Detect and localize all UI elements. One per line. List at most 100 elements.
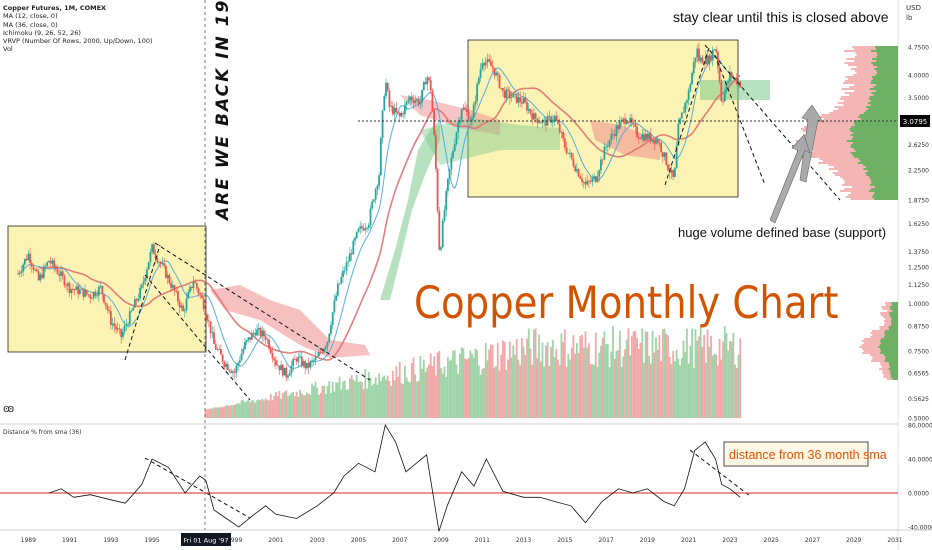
volume-bar: [226, 405, 229, 418]
price-tick: 3.5000: [908, 95, 929, 102]
profile-row-up: [878, 346, 898, 348]
candle-body: [670, 169, 673, 173]
cloud-green-2: [700, 80, 770, 100]
trendline-6: [124, 244, 161, 361]
candle-body: [443, 210, 446, 221]
cloud-green-1: [380, 120, 440, 300]
profile-row-up: [858, 158, 898, 160]
profile-row-up: [869, 176, 898, 178]
candle-body: [103, 294, 105, 303]
candle-body: [97, 286, 100, 296]
volume-bar: [517, 359, 520, 418]
volume-bar: [249, 402, 252, 418]
candle-body: [381, 110, 384, 139]
profile-row-up: [868, 108, 898, 110]
volume-bar: [429, 353, 432, 418]
candle-body: [409, 96, 411, 101]
candle-body: [711, 49, 714, 61]
volume-bar: [618, 330, 621, 418]
osc-trendline-1: [144, 457, 251, 519]
price-tick: 1.1250: [908, 282, 929, 289]
time-tick: 2011: [475, 537, 490, 544]
candle-body: [615, 125, 618, 136]
candle-body: [433, 111, 436, 135]
candle-body: [379, 138, 382, 176]
candle-body: [302, 361, 305, 366]
profile-row-up: [858, 116, 898, 118]
volume-bar: [471, 353, 473, 418]
volume-bar: [288, 394, 291, 418]
profile-row-up: [873, 86, 898, 88]
candle-body: [54, 267, 57, 270]
volume-bar: [532, 329, 535, 418]
candle-body: [108, 309, 111, 312]
candle-body: [603, 146, 606, 160]
volume-bar: [309, 394, 312, 418]
candle-body: [127, 324, 129, 326]
candle-body: [154, 254, 157, 259]
profile-row-up: [873, 64, 898, 66]
profile-row-up: [850, 152, 898, 154]
volume-bar: [498, 370, 501, 418]
candle-body: [32, 266, 35, 271]
sma-note-text: distance from 36 month sma: [729, 448, 887, 462]
candle-body: [177, 291, 179, 302]
profile-row-up: [873, 94, 898, 96]
volume-bar: [390, 385, 393, 418]
profile-row-up: [889, 306, 898, 308]
candle-body: [152, 244, 155, 255]
volume-bar: [606, 344, 609, 418]
volume-bar: [658, 335, 661, 418]
volume-bar: [350, 375, 353, 418]
volume-bar: [722, 341, 724, 418]
candle-body: [686, 100, 688, 103]
volume-bar: [551, 339, 554, 418]
volume-bar: [254, 402, 257, 418]
volume-bar: [256, 400, 258, 418]
price-tick: 2.6250: [908, 142, 929, 149]
volume-bar: [280, 398, 282, 418]
candle-body: [680, 112, 683, 119]
candle-body: [58, 274, 61, 276]
candle-body: [106, 305, 109, 310]
candle-body: [128, 311, 131, 325]
candle-body: [632, 122, 635, 125]
candle-body: [333, 300, 336, 313]
profile-row-up: [854, 120, 898, 122]
legend-item: Vol: [3, 45, 13, 54]
candle-body: [268, 339, 270, 349]
profile-row-up: [876, 84, 898, 86]
profile-row-up: [877, 72, 898, 74]
volume-bar: [593, 364, 595, 418]
candle-body: [395, 107, 398, 113]
volume-bar: [570, 347, 573, 418]
candle-body: [116, 328, 119, 330]
cursor-date-badge: [181, 533, 231, 546]
support-note: huge volume defined base (support): [678, 225, 886, 240]
candle-body: [371, 201, 374, 209]
volume-bar: [615, 350, 618, 418]
candle-body: [299, 356, 301, 358]
candle-body: [567, 152, 570, 154]
candle-body: [314, 356, 317, 361]
profile-row-down: [879, 328, 898, 330]
volume-bar: [443, 366, 446, 418]
volume-bar: [687, 363, 690, 418]
candle-body: [309, 361, 312, 368]
candle-body: [532, 113, 535, 120]
candle-body: [20, 271, 23, 273]
candle-body: [164, 265, 167, 278]
price-tick: 1.6250: [908, 221, 929, 228]
profile-row-up: [880, 342, 898, 344]
candle-body: [434, 134, 437, 169]
volume-bar: [345, 389, 348, 418]
candle-body: [596, 176, 599, 182]
candle-body: [407, 100, 410, 102]
trend-lines: [124, 44, 841, 519]
candle-body: [101, 285, 104, 295]
candle-body: [620, 119, 623, 122]
volume-bar: [364, 368, 367, 418]
volume-bar: [312, 386, 315, 418]
candle-body: [73, 289, 76, 291]
candle-body: [46, 262, 49, 266]
